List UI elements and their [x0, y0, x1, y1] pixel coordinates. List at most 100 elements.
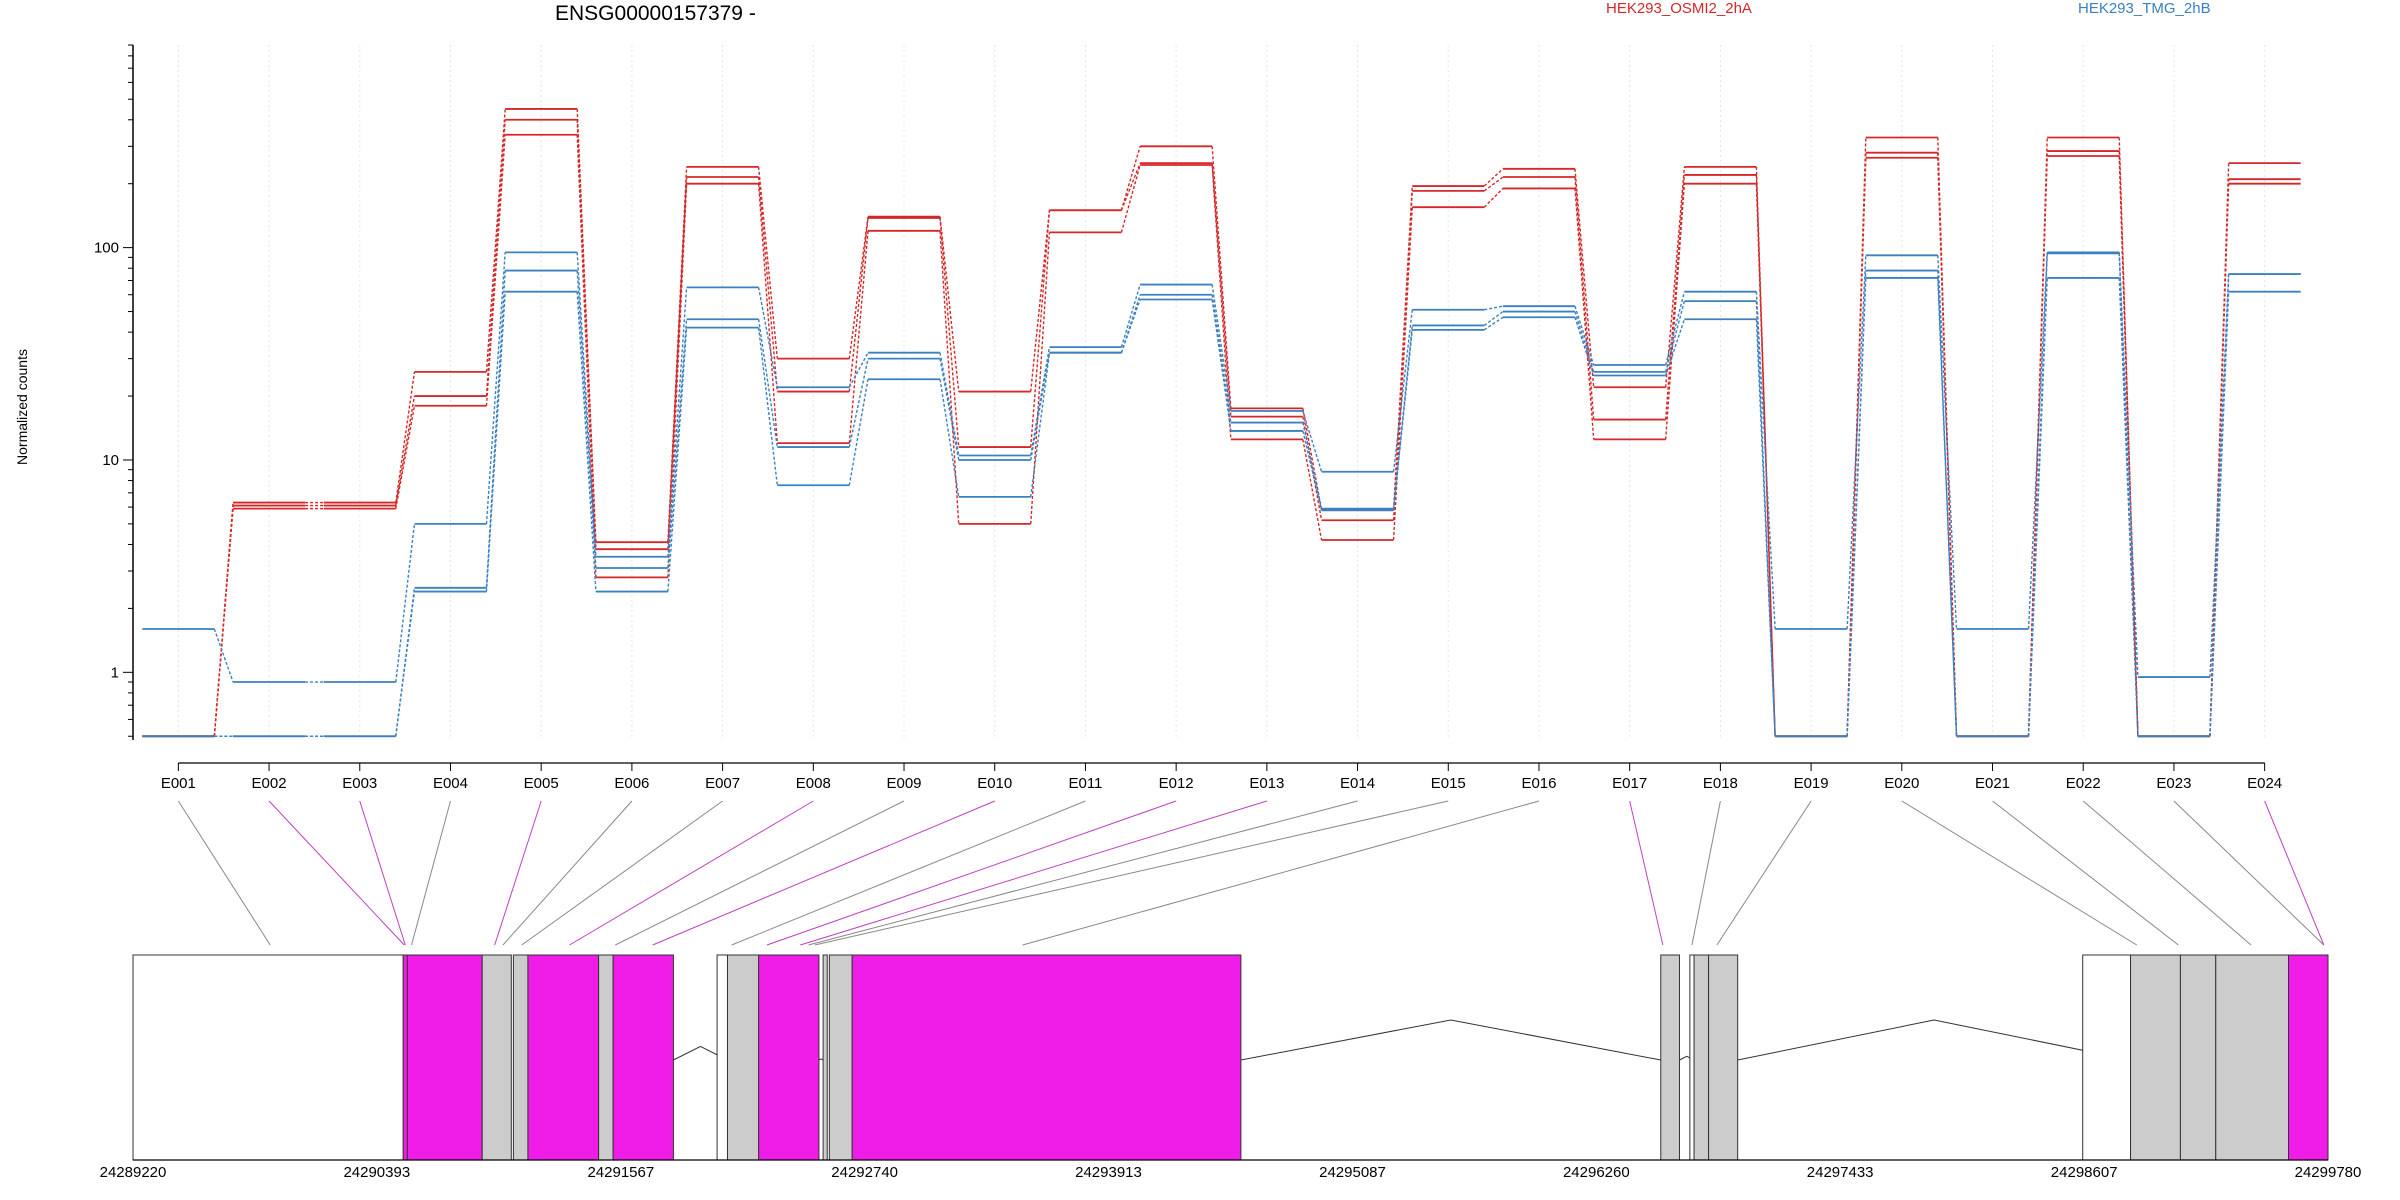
exon-box	[822, 954, 828, 1161]
exon-box	[2130, 954, 2181, 1161]
legend-condition-b: HEK293_TMG_2hB	[2078, 0, 2211, 17]
exon-box	[828, 954, 853, 1161]
exon-link-line	[766, 800, 1177, 946]
x-tick-label: E005	[524, 775, 559, 792]
series-connector	[2027, 277, 2048, 737]
exon-box-highlighted	[851, 954, 1242, 1161]
series-connector	[1574, 311, 1595, 373]
series-group-condition-a	[142, 108, 2301, 738]
genomic-tick-label: 24289220	[100, 1164, 167, 1181]
exon-box-highlighted	[406, 954, 483, 1161]
exon-link-line	[1022, 800, 1540, 946]
series-connector	[1302, 430, 1323, 511]
series-connector	[848, 358, 869, 448]
exon-link-line	[1629, 800, 1664, 946]
series-connector	[667, 287, 688, 557]
series-connector	[1120, 146, 1141, 211]
series-connector	[848, 216, 869, 359]
x-tick-label: E019	[1794, 775, 1829, 792]
series-connector	[1030, 346, 1051, 456]
exon-link-line	[800, 800, 1268, 946]
series-connector	[1665, 300, 1686, 373]
x-tick-label: E021	[1975, 775, 2010, 792]
series-connector	[1574, 176, 1595, 420]
exon-link-line	[2082, 800, 2252, 946]
series-connector	[395, 395, 416, 506]
series-line	[142, 277, 2301, 738]
exon-link-line	[1691, 800, 1721, 946]
series-connector	[667, 177, 688, 550]
x-tick-label: E001	[161, 775, 196, 792]
series-connector	[395, 591, 416, 737]
genomic-tick-label: 24296260	[1563, 1164, 1630, 1181]
exon-box	[1708, 954, 1739, 1161]
series-connector	[757, 287, 779, 388]
series-connector	[1574, 305, 1595, 366]
genomic-tick-label: 24293913	[1075, 1164, 1142, 1181]
y-tick-label: 100	[94, 240, 119, 257]
exon-box	[1660, 954, 1680, 1161]
exon-link-line	[731, 800, 1086, 946]
series-connector	[1483, 316, 1504, 331]
series-connector	[1483, 310, 1504, 327]
series-connector	[576, 252, 597, 557]
series-connector	[1664, 183, 1686, 440]
x-tick-label: E007	[705, 775, 740, 792]
exon-link-line	[268, 800, 405, 946]
series-connector	[1030, 210, 1051, 392]
series-connector	[485, 252, 506, 524]
chart-title: ENSG00000157379 -	[555, 2, 756, 25]
x-tick-label: E013	[1249, 775, 1284, 792]
intron-line	[1240, 1019, 1661, 1061]
series-connector	[485, 291, 506, 592]
series-connector	[1846, 277, 1867, 737]
exon-link-line	[2173, 800, 2325, 946]
series-connector	[2118, 252, 2139, 678]
x-tick-label: E011	[1068, 775, 1102, 792]
exon-link-line	[569, 800, 814, 946]
series-connector	[576, 119, 597, 550]
x-tick-label: E024	[2247, 775, 2282, 792]
series-connector	[1030, 210, 1051, 448]
x-tick-label: E009	[886, 775, 921, 792]
series-connector	[395, 405, 416, 509]
series-connector	[667, 327, 688, 592]
exon-link-line	[502, 800, 633, 946]
x-tick-label: E015	[1431, 775, 1466, 792]
series-connector	[757, 176, 779, 392]
exon-link-line	[615, 800, 905, 946]
series-connector	[1392, 207, 1413, 541]
legend-condition-a: HEK293_OSMI2_2hA	[1606, 0, 1752, 17]
series-connector	[2027, 252, 2048, 630]
series-connector	[1030, 232, 1051, 524]
series-connector	[1574, 188, 1595, 440]
series-connector	[848, 352, 869, 388]
series-connector	[1484, 305, 1504, 311]
utr-box	[716, 954, 728, 1161]
series-connector	[1211, 284, 1232, 412]
series-connector	[1483, 187, 1504, 208]
series-line	[142, 252, 2301, 738]
series-connector	[667, 166, 688, 543]
exon-box-highlighted	[402, 954, 408, 1161]
series-connector	[1030, 352, 1051, 461]
exon-link-line	[359, 800, 406, 946]
x-tick-label: E014	[1340, 775, 1375, 792]
x-tick-label: E017	[1612, 775, 1647, 792]
series-connector	[1211, 299, 1232, 432]
x-tick-label: E003	[342, 775, 377, 792]
genomic-tick-label: 24297433	[1807, 1164, 1874, 1181]
series-connector	[2209, 179, 2230, 737]
series-line	[142, 251, 2301, 683]
exon-link-line	[1992, 800, 2179, 946]
series-connector	[1665, 291, 1686, 366]
series-line	[142, 108, 2301, 738]
series-connector	[757, 319, 779, 448]
series-connector	[1211, 294, 1232, 423]
utr-box	[2082, 954, 2132, 1161]
series-connector	[395, 371, 416, 503]
series-connector	[1755, 319, 1776, 737]
series-connector	[1846, 157, 1867, 737]
series-line	[142, 133, 2301, 738]
